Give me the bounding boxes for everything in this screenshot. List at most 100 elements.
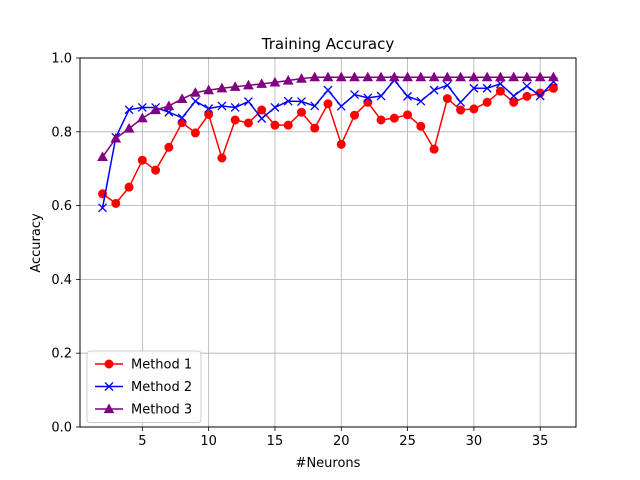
data-point: [243, 97, 253, 107]
data-point: [137, 102, 147, 112]
data-point: [442, 71, 453, 82]
y-tick-label: 0.0: [51, 421, 72, 436]
data-point: [216, 82, 228, 93]
x-tick-label: 20: [333, 434, 350, 449]
data-point: [204, 104, 214, 114]
data-point: [376, 91, 386, 101]
data-point: [388, 71, 400, 82]
data-point: [415, 71, 427, 82]
data-point: [282, 74, 294, 85]
data-point: [469, 83, 479, 93]
data-point: [442, 94, 452, 104]
data-point: [269, 76, 281, 87]
data-point: [429, 144, 439, 154]
data-point: [442, 80, 452, 90]
data-point: [123, 122, 135, 133]
data-point: [335, 71, 347, 82]
x-tick-label: 10: [200, 434, 217, 449]
data-point: [283, 96, 293, 106]
data-point: [336, 139, 346, 149]
data-point: [481, 71, 493, 82]
data-point: [323, 99, 333, 109]
data-point: [429, 85, 439, 95]
data-point: [548, 71, 559, 82]
data-point: [296, 107, 306, 117]
plot-frame: [79, 57, 577, 428]
data-point: [257, 105, 267, 115]
data-point: [402, 71, 413, 82]
data-point: [98, 203, 108, 213]
data-point: [482, 83, 492, 93]
data-point: [124, 182, 134, 192]
data-point: [296, 73, 307, 83]
data-point: [136, 112, 148, 123]
data-point: [176, 93, 188, 104]
x-tick-label: 15: [267, 434, 284, 449]
legend-entry: Method 2: [95, 380, 192, 395]
data-point: [362, 71, 374, 82]
data-point: [522, 81, 532, 91]
data-point: [203, 84, 214, 95]
series-layer: [97, 71, 559, 213]
data-point: [190, 87, 201, 97]
data-point: [350, 110, 360, 120]
data-point: [534, 71, 546, 82]
data-point: [322, 71, 334, 82]
data-point: [375, 71, 387, 82]
data-point: [204, 109, 214, 119]
legend-marker: [103, 403, 115, 414]
x-tick-label: 35: [532, 434, 549, 449]
data-point: [416, 96, 426, 106]
y-tick-label: 0.6: [51, 199, 72, 214]
x-tick-label: 30: [466, 434, 483, 449]
data-point: [124, 105, 134, 115]
series-method-2: [98, 75, 558, 213]
data-point: [256, 78, 268, 88]
data-point: [190, 96, 200, 106]
y-tick-label: 0.8: [51, 125, 72, 140]
legend-label: Method 3: [131, 403, 192, 418]
x-tick-label: 5: [138, 434, 146, 449]
data-point: [548, 83, 558, 93]
data-point: [97, 151, 108, 161]
data-point: [521, 71, 533, 82]
data-point: [164, 142, 174, 152]
data-point: [469, 104, 479, 114]
data-point: [270, 120, 280, 130]
data-point: [535, 91, 545, 101]
data-point: [137, 155, 147, 165]
data-point: [508, 71, 520, 82]
legend-label: Method 1: [131, 358, 192, 373]
legend: Method 1 Method 2 Method 3: [86, 350, 202, 423]
data-point: [217, 101, 227, 111]
data-point: [217, 153, 227, 163]
data-point: [495, 86, 505, 96]
data-point: [309, 71, 321, 82]
data-point: [403, 110, 413, 120]
data-point: [177, 113, 187, 123]
legend-label: Method 2: [131, 380, 192, 395]
data-point: [456, 105, 466, 115]
legend-entry: Method 3: [95, 403, 192, 418]
data-point: [229, 81, 241, 91]
data-point: [310, 123, 320, 133]
data-point: [416, 121, 426, 131]
data-point: [230, 102, 240, 112]
data-point: [243, 79, 254, 90]
data-point: [428, 71, 440, 82]
data-point: [190, 128, 200, 138]
data-point: [257, 114, 267, 123]
data-point: [111, 198, 121, 208]
data-point: [363, 97, 373, 107]
data-point: [455, 71, 466, 82]
data-point: [283, 120, 293, 130]
data-point: [495, 71, 506, 82]
data-point: [110, 132, 122, 143]
series-method-1: [98, 83, 558, 208]
data-point: [230, 115, 240, 125]
data-point: [389, 113, 399, 123]
data-point: [151, 165, 161, 175]
data-point: [163, 100, 175, 111]
data-point: [509, 97, 519, 107]
